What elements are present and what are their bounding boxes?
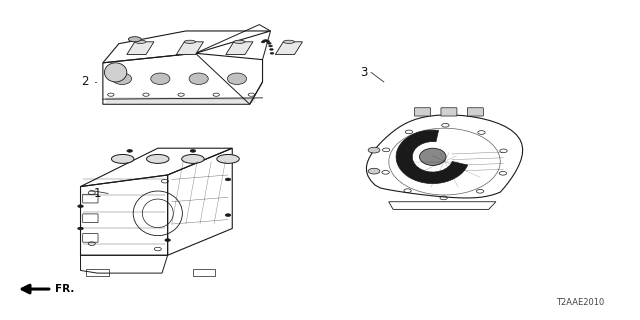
Polygon shape: [176, 42, 204, 54]
Circle shape: [270, 52, 274, 54]
Ellipse shape: [113, 73, 132, 84]
Ellipse shape: [151, 73, 170, 84]
Text: 2: 2: [81, 76, 89, 88]
Polygon shape: [226, 42, 253, 54]
FancyBboxPatch shape: [415, 108, 431, 116]
Text: 1: 1: [94, 187, 102, 200]
Ellipse shape: [184, 40, 195, 44]
Ellipse shape: [217, 155, 239, 164]
Polygon shape: [275, 42, 303, 54]
Ellipse shape: [420, 148, 446, 165]
Polygon shape: [396, 130, 468, 184]
Circle shape: [225, 178, 231, 181]
Circle shape: [225, 214, 231, 217]
Ellipse shape: [368, 147, 380, 153]
Text: FR.: FR.: [55, 284, 74, 294]
Ellipse shape: [182, 155, 204, 164]
Ellipse shape: [284, 40, 294, 44]
Circle shape: [190, 149, 196, 152]
Ellipse shape: [147, 155, 169, 164]
FancyBboxPatch shape: [441, 108, 457, 116]
Ellipse shape: [104, 63, 127, 82]
Bar: [86, 269, 109, 276]
Ellipse shape: [234, 40, 245, 44]
Ellipse shape: [111, 155, 134, 164]
FancyBboxPatch shape: [467, 108, 483, 116]
Polygon shape: [127, 42, 154, 54]
Circle shape: [165, 239, 170, 242]
Circle shape: [264, 40, 268, 42]
Circle shape: [266, 41, 270, 43]
Circle shape: [269, 45, 273, 47]
Bar: [193, 269, 216, 276]
Circle shape: [269, 48, 273, 50]
Ellipse shape: [129, 37, 141, 42]
Ellipse shape: [189, 73, 208, 84]
Circle shape: [261, 41, 265, 43]
Circle shape: [77, 227, 83, 230]
Ellipse shape: [227, 73, 246, 84]
Ellipse shape: [135, 40, 146, 44]
Circle shape: [77, 205, 83, 208]
Circle shape: [268, 42, 271, 44]
Text: T2AAE2010: T2AAE2010: [556, 298, 604, 307]
Ellipse shape: [368, 168, 380, 174]
Circle shape: [262, 40, 266, 42]
Text: 3: 3: [360, 66, 368, 79]
Circle shape: [127, 149, 132, 152]
